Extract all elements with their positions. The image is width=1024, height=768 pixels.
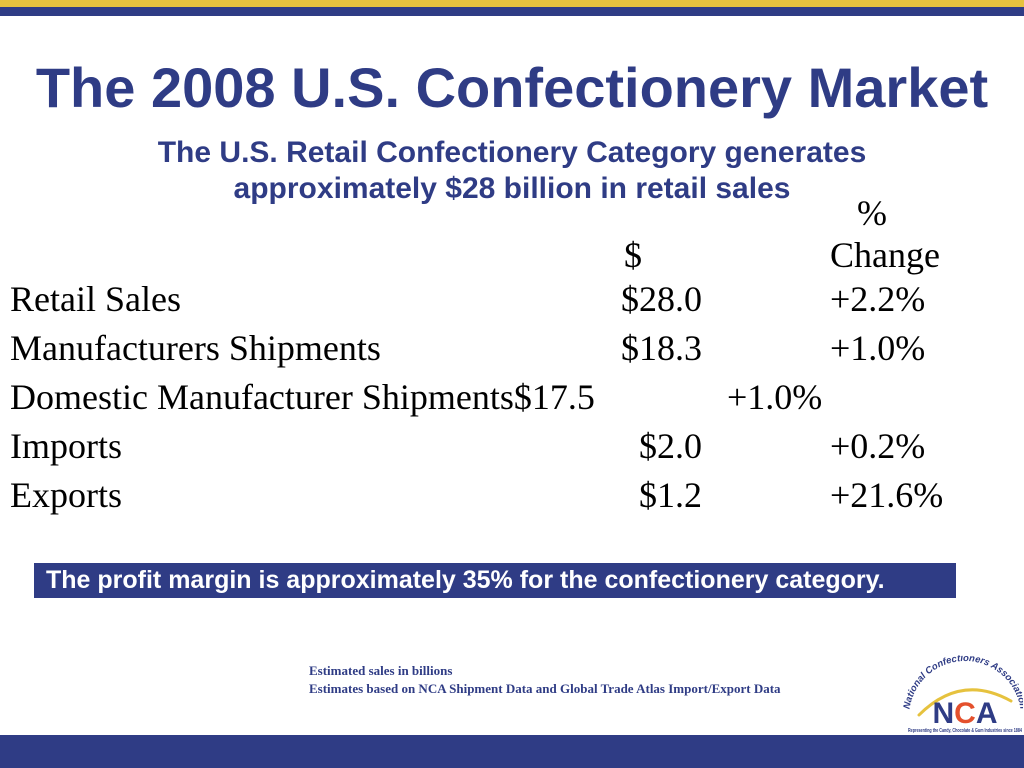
- row-value: $28.0: [621, 279, 702, 319]
- row-value: $17.5: [513, 377, 595, 417]
- table-header-dollar: $: [624, 235, 642, 275]
- subtitle-line-2: approximately $28 billion in retail sale…: [233, 172, 791, 205]
- row-change: +1.0%: [830, 328, 926, 368]
- row-change: +21.6%: [830, 475, 944, 515]
- bottom-navy-band: [0, 735, 1024, 768]
- row-change: +0.2%: [830, 426, 926, 466]
- logo-letter-a: A: [976, 697, 998, 730]
- table-row: Manufacturers Shipments $18.3 +1.0%: [0, 328, 1024, 368]
- footnotes: Estimated sales in billions Estimates ba…: [309, 662, 781, 698]
- footnote-2: Estimates based on NCA Shipment Data and…: [309, 681, 781, 696]
- logo-abbreviation: NCA: [932, 697, 997, 730]
- slide-subtitle: The U.S. Retail Confectionery Category g…: [0, 135, 1024, 207]
- table-row: Domestic Manufacturer Shipments$17.5 +1.…: [0, 377, 1024, 417]
- row-label: Domestic Manufacturer Shipments: [10, 377, 514, 417]
- table-row: Imports $2.0 +0.2%: [0, 426, 1024, 466]
- row-label: Exports: [10, 475, 122, 515]
- subtitle-line-1: The U.S. Retail Confectionery Category g…: [157, 136, 867, 169]
- slide-title: The 2008 U.S. Confectionery Market: [35, 56, 989, 119]
- logo-tagline: Representing the Candy, Chocolate & Gum …: [908, 728, 1022, 734]
- top-gold-band: [0, 0, 1024, 7]
- table-row: Retail Sales $28.0 +2.2%: [0, 279, 1024, 319]
- table-row: Exports $1.2 +21.6%: [0, 475, 1024, 515]
- row-label: Manufacturers Shipments: [10, 328, 381, 368]
- footnote-1: Estimated sales in billions: [309, 663, 453, 678]
- row-label-with-value: Domestic Manufacturer Shipments$17.5: [10, 377, 595, 417]
- logo-swoosh: [917, 688, 1013, 717]
- logo-letter-c: C: [954, 697, 976, 730]
- row-change: +2.2%: [830, 279, 926, 319]
- row-value: $2.0: [639, 426, 702, 466]
- top-navy-band: [0, 7, 1024, 16]
- profit-margin-callout: The profit margin is approximately 35% f…: [34, 563, 956, 598]
- logo-letter-n: N: [932, 697, 954, 730]
- nca-logo: National Confectioners Association NCA R…: [903, 655, 1023, 734]
- table-header-change: Change: [830, 235, 940, 275]
- row-change: +1.0%: [727, 377, 823, 417]
- row-value: $18.3: [621, 328, 702, 368]
- row-label: Retail Sales: [10, 279, 181, 319]
- callout-text: The profit margin is approximately 35% f…: [46, 566, 885, 594]
- row-value: $1.2: [639, 475, 702, 515]
- row-label: Imports: [10, 426, 122, 466]
